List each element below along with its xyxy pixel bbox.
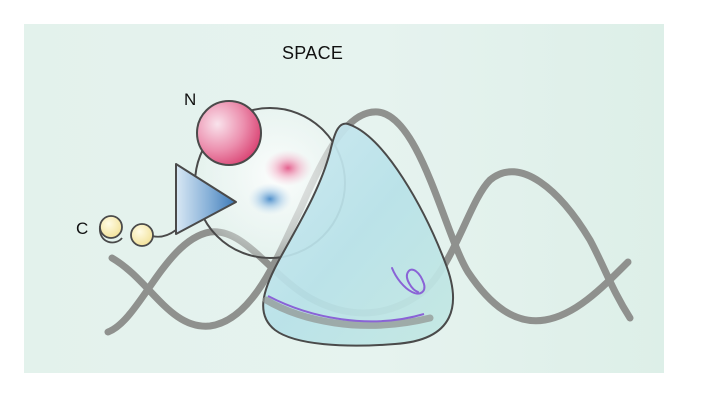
c-terminus-label: C	[76, 219, 89, 238]
bead-icon	[130, 223, 154, 247]
protein-blob-icon	[262, 122, 454, 347]
purple-arc	[267, 295, 425, 323]
dna-front-segment	[262, 296, 434, 329]
pink-glow	[264, 150, 312, 186]
n-domain-sphere-icon	[196, 100, 262, 166]
diagram-title: SPACE	[282, 43, 344, 63]
bead-icon	[99, 215, 123, 239]
n-terminus-label: N	[184, 90, 197, 109]
triangle-icon	[175, 163, 237, 235]
purple-helix-icon	[391, 267, 426, 295]
blue-glow	[248, 183, 292, 215]
